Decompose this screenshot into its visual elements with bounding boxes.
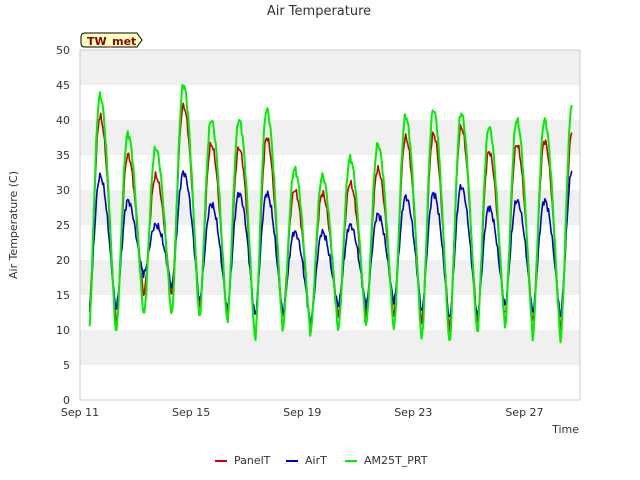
- grid-band: [80, 50, 580, 85]
- y-tick-label: 20: [56, 254, 70, 267]
- grid-band: [80, 330, 580, 365]
- series-line-am25t_prt: [88, 83, 573, 344]
- legend-label: AirT: [305, 454, 327, 467]
- badge-shape: [80, 32, 143, 48]
- y-tick-label: 35: [56, 149, 70, 162]
- x-tick-label: Sep 27: [505, 406, 543, 419]
- legend-item-panelt: PanelT: [215, 454, 271, 467]
- grid-bands: [80, 50, 580, 365]
- series-lines: [88, 83, 573, 344]
- y-tick-label: 15: [56, 289, 70, 302]
- legend-item-am25t_prt: AM25T_PRT: [345, 454, 428, 467]
- y-tick-label: 10: [56, 324, 70, 337]
- chart-title: Air Temperature: [267, 4, 371, 19]
- badge-label: TW_met: [87, 35, 136, 48]
- y-tick-label: 25: [56, 219, 70, 232]
- y-axis-label: Air Temperature (C): [7, 171, 20, 279]
- plot-frame: [79, 49, 581, 401]
- y-tick-label: 50: [56, 44, 70, 57]
- y-tick-labels: 0 5 10 15 20 25 30 35 40 45 50: [56, 44, 70, 407]
- legend-label: PanelT: [234, 454, 271, 467]
- x-tick-label: Sep 19: [283, 406, 321, 419]
- x-tick-label: Sep 15: [172, 406, 210, 419]
- tw-met-badge: TW_met: [80, 32, 143, 48]
- grid-band: [80, 120, 580, 155]
- x-tick-labels: Sep 11 Sep 15 Sep 19 Sep 23 Sep 27: [61, 406, 544, 419]
- x-tick-label: Sep 23: [394, 406, 432, 419]
- y-tick-label: 40: [56, 114, 70, 127]
- y-tick-label: 0: [63, 394, 70, 407]
- legend-label: AM25T_PRT: [364, 454, 428, 467]
- y-tick-label: 5: [63, 359, 70, 372]
- x-axis-label: Time: [551, 423, 579, 436]
- y-tick-label: 30: [56, 184, 70, 197]
- series-line-airt: [88, 170, 573, 326]
- legend-item-airt: AirT: [286, 454, 327, 467]
- legend: PanelT AirT AM25T_PRT: [215, 454, 428, 467]
- y-tick-label: 45: [56, 79, 70, 92]
- x-tick-label: Sep 11: [61, 406, 99, 419]
